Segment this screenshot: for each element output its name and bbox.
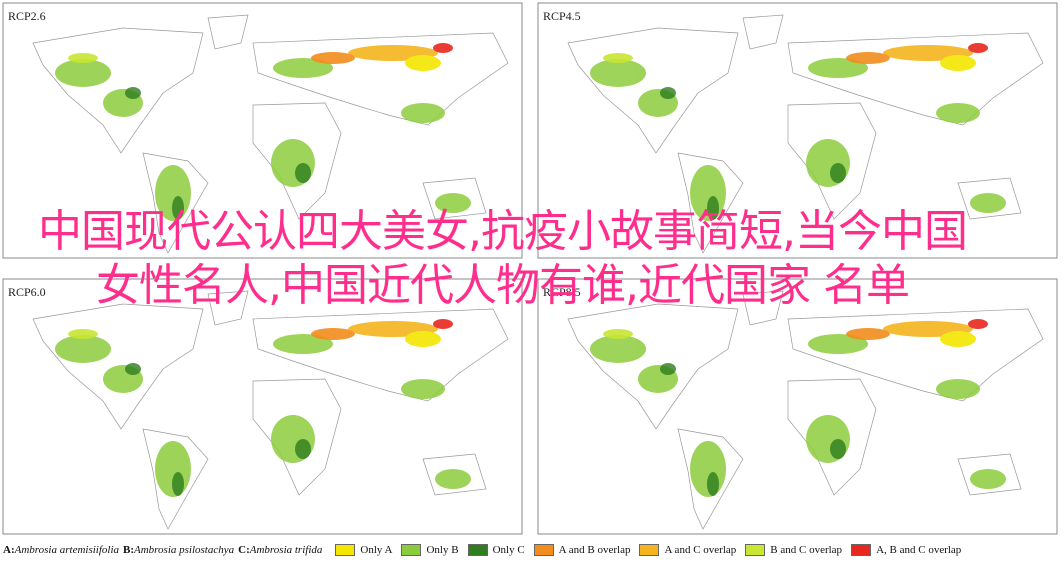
legend-swatch [533,544,554,556]
legend-swatch [467,544,488,556]
legend: A:Ambrosia artemisiifolia B:Ambrosia psil… [3,541,1061,559]
panel-label: RCP6.0 [8,285,46,299]
legend-item: Only C [467,544,525,556]
species: C:Ambrosia trifida [238,544,322,556]
legend-swatch [639,544,660,556]
legend-label: A and C overlap [664,544,737,556]
legend-label: Only A [360,544,393,556]
legend-item: A and B overlap [533,544,631,556]
panel-label: RCP8.5 [543,285,581,299]
species-key: C: [238,544,250,556]
species: B:Ambrosia psilostachya [123,544,234,556]
legend-item: B and C overlap [745,544,842,556]
legend-label: A and B overlap [558,544,631,556]
species-name: Ambrosia trifida [249,544,323,556]
overlay-title: 中国现代公认四大美女,抗疫小故事简短,当今中国女性名人,中国近代人物有谁,近代国… [38,206,968,311]
legend-label: A, B and C overlap [876,544,962,556]
panel-label: RCP4.5 [543,9,581,23]
legend-item: Only A [335,544,392,556]
legend-item: Only B [401,544,459,556]
legend-label: Only C [492,544,525,556]
legend-label: B and C overlap [770,544,843,556]
species-name: Ambrosia psilostachya [134,544,235,556]
legend-swatch [401,544,422,556]
legend-label: Only B [426,544,459,556]
legend-swatch [745,544,766,556]
legend-swatch [851,544,872,556]
legend-item: A and C overlap [639,544,736,556]
maps: RCP2.6 RCP4.5 RCP6.0 RCP8.5 [2,2,1058,535]
species-key: B: [123,544,135,556]
legend-swatch [335,544,356,556]
species-name: Ambrosia artemisiifolia [14,544,120,556]
legend-item: A, B and C overlap [851,544,961,556]
species: A:Ambrosia artemisiifolia [3,544,119,556]
species-key: A: [3,544,15,556]
panel-label: RCP2.6 [8,9,46,23]
